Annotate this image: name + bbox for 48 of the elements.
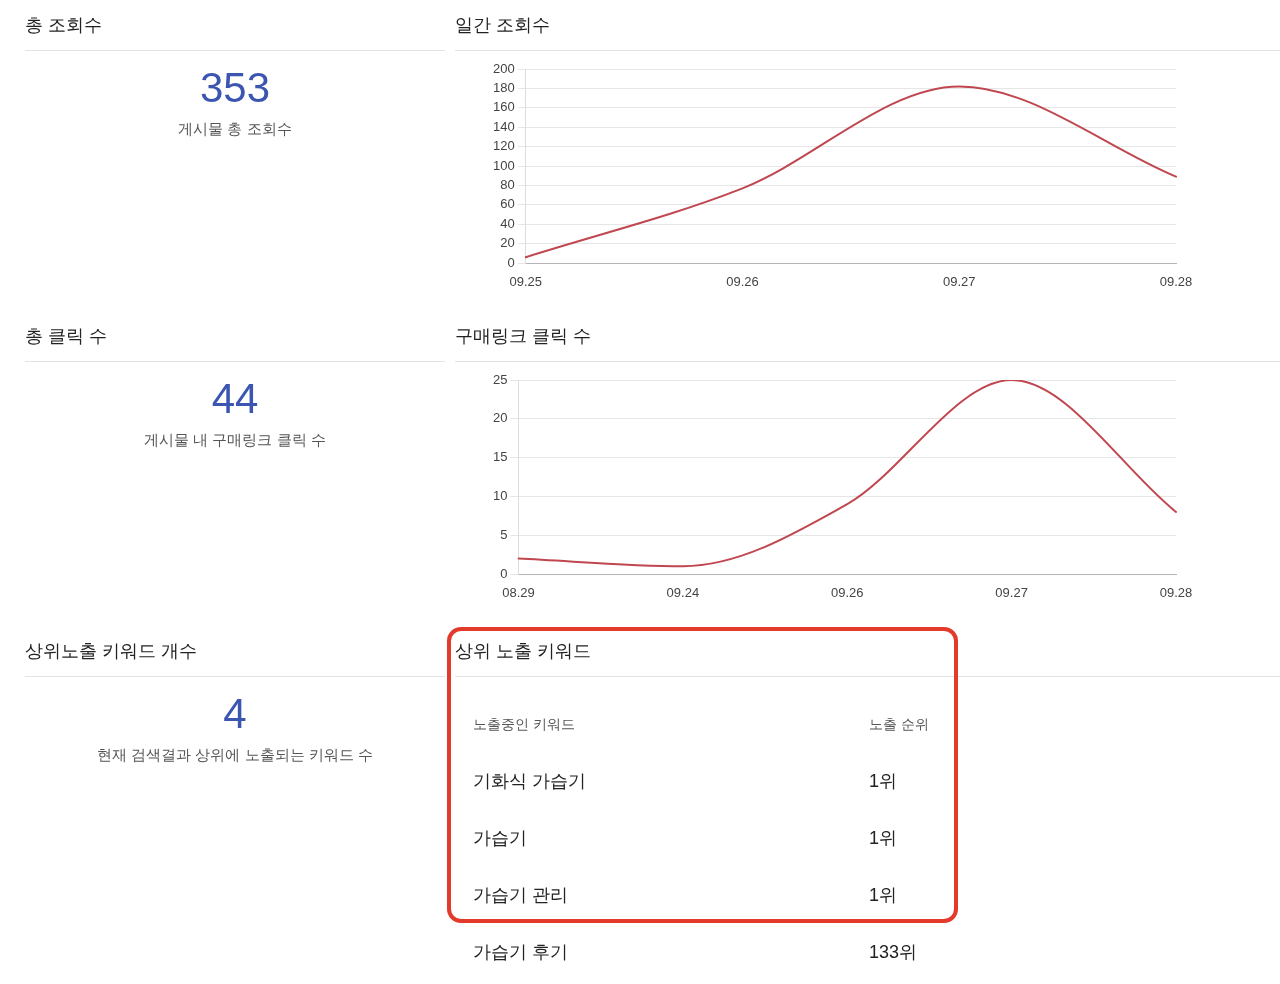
text: 가습기 관리 <box>473 884 569 907</box>
text: 1위 <box>869 827 898 850</box>
x-tick-label: 09.28 <box>1159 585 1193 601</box>
chart-title: 구매링크 클릭 수 <box>455 325 592 348</box>
text: 353 <box>198 64 272 111</box>
text: 133위 <box>869 941 918 964</box>
text: 상위 노출 키워드 <box>455 640 592 663</box>
text: 상위노출 키워드 개수 <box>25 640 198 663</box>
x-tick-label: 09.25 <box>509 274 542 290</box>
y-tick-label: 120 <box>492 138 515 154</box>
y-tick-label: 140 <box>492 118 515 134</box>
text: 1위 <box>869 884 898 907</box>
text: 총 클릭 수 <box>25 325 108 348</box>
text: 노출 순위 <box>869 715 929 733</box>
text: 노출중인 키워드 <box>473 715 575 733</box>
y-tick-label: 40 <box>500 215 515 231</box>
x-tick-label: 09.24 <box>666 585 700 601</box>
y-tick-label: 20 <box>500 235 515 251</box>
y-tick-label: 0 <box>500 565 508 581</box>
y-tick-label: 10 <box>492 487 508 503</box>
text: 1위 <box>869 770 898 793</box>
y-tick-label: 0 <box>507 254 515 270</box>
x-tick-label: 09.27 <box>942 274 976 290</box>
y-tick-label: 20 <box>492 410 508 426</box>
text: 현재 검색결과 상위에 노출되는 키워드 수 <box>96 746 374 764</box>
text: 기화식 가습기 <box>473 770 587 793</box>
y-tick-label: 100 <box>492 157 515 173</box>
text: 게시물 내 구매링크 클릭 수 <box>143 431 327 449</box>
y-tick-label: 80 <box>500 176 515 192</box>
y-tick-label: 160 <box>492 99 515 115</box>
chart-title: 일간 조회수 <box>455 14 551 37</box>
text: 총 조회수 <box>25 14 103 37</box>
x-tick-label: 08.29 <box>502 585 535 601</box>
y-tick-label: 180 <box>492 79 515 95</box>
text: 가습기 후기 <box>473 941 569 964</box>
x-tick-label: 09.26 <box>830 585 864 601</box>
y-tick-label: 15 <box>492 449 508 465</box>
x-tick-label: 09.26 <box>726 274 759 290</box>
y-tick-label: 25 <box>492 371 508 387</box>
y-tick-label: 60 <box>500 196 515 212</box>
text: 가습기 <box>473 827 527 850</box>
text: 게시물 총 조회수 <box>177 120 293 138</box>
x-tick-label: 09.27 <box>995 585 1028 601</box>
y-tick-label: 200 <box>492 60 515 76</box>
text: 44 <box>210 375 260 422</box>
x-tick-label: 09.28 <box>1159 274 1193 290</box>
text: 4 <box>222 690 248 737</box>
y-tick-label: 5 <box>500 526 508 542</box>
